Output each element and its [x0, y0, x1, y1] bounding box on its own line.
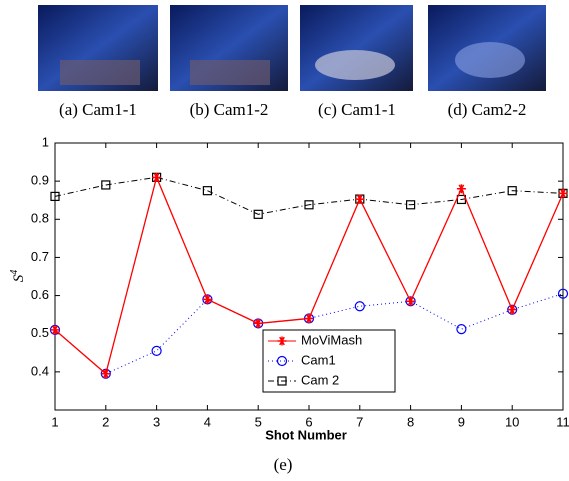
y-axis-label-superscript: 4	[9, 270, 20, 275]
y-tick-label: 0.6	[31, 287, 49, 302]
series-line	[54, 293, 564, 375]
photos	[38, 5, 546, 91]
marker	[456, 324, 467, 335]
legend-label: Cam 2	[301, 372, 339, 387]
marker	[202, 186, 212, 196]
y-tick-label: 1	[42, 134, 49, 149]
x-tick-label: 8	[407, 414, 414, 429]
marker	[507, 186, 517, 196]
y-axis-label: S4	[9, 270, 27, 283]
y-tick-label: 0.8	[31, 211, 49, 226]
y-tick-label: 0.4	[31, 363, 49, 378]
caption: (a) Cam1-1	[59, 100, 137, 119]
marker	[558, 188, 568, 198]
marker	[304, 313, 314, 323]
marker	[456, 184, 466, 194]
x-tick-label: 6	[305, 414, 312, 429]
marker	[151, 345, 162, 356]
stage-floor	[60, 60, 140, 85]
marker	[50, 191, 60, 201]
y-tick-label: 0.9	[31, 173, 49, 188]
y-tick-label: 0.5	[31, 325, 49, 340]
x-tick-label: 10	[505, 414, 519, 429]
x-tick-label: 4	[204, 414, 211, 429]
marker	[152, 172, 162, 182]
stage-light	[455, 42, 525, 78]
marker	[304, 200, 314, 210]
caption: (b) Cam1-2	[190, 100, 269, 119]
stage-floor	[190, 60, 270, 85]
marker	[253, 318, 263, 328]
caption: (d) Cam2-2	[448, 100, 527, 119]
x-tick-label: 3	[153, 414, 160, 429]
legend-marker	[277, 376, 287, 386]
y-axis-label-base: S	[11, 274, 27, 282]
marker	[253, 209, 263, 219]
marker	[406, 296, 416, 306]
caption: (c) Cam1-1	[318, 100, 396, 119]
legend-marker	[277, 336, 287, 346]
figure-label: (e)	[274, 455, 293, 474]
stage-light	[315, 50, 395, 80]
x-tick-label: 11	[556, 414, 569, 429]
x-axis-label: Shot Number	[265, 427, 347, 442]
series-line	[54, 176, 564, 215]
x-tick-label: 7	[356, 414, 363, 429]
marker	[406, 200, 416, 210]
x-tick-label: 1	[51, 414, 58, 429]
legend-label: MoViMash	[301, 332, 362, 347]
marker	[101, 369, 111, 379]
marker	[355, 194, 365, 204]
marker	[557, 288, 569, 299]
x-tick-label: 5	[255, 414, 262, 429]
marker	[50, 325, 60, 335]
legend-marker	[276, 355, 288, 367]
legend-label: Cam1	[301, 352, 336, 367]
x-tick-label: 9	[458, 414, 465, 429]
marker	[354, 301, 365, 312]
marker	[202, 294, 212, 304]
x-tick-label: 2	[102, 414, 109, 429]
marker	[507, 305, 517, 315]
y-tick-label: 0.7	[31, 249, 49, 264]
marker	[101, 180, 111, 190]
